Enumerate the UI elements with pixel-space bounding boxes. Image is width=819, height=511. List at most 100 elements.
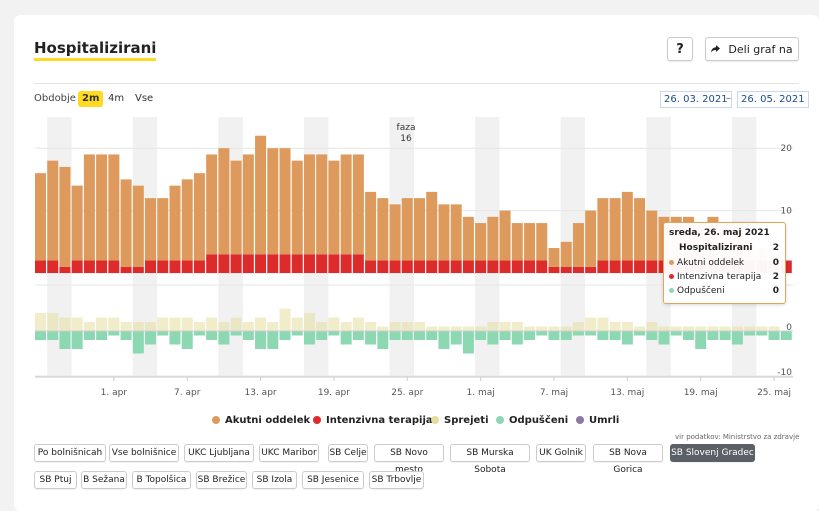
bar-acute[interactable] xyxy=(59,166,71,267)
bar-admitted[interactable] xyxy=(646,322,658,331)
bar-acute[interactable] xyxy=(560,241,572,267)
bar-discharged[interactable] xyxy=(609,331,621,340)
bar-acute[interactable] xyxy=(267,148,279,255)
filter-button[interactable]: SB Celje xyxy=(328,444,368,462)
bar-acute[interactable] xyxy=(597,198,609,261)
bar-admitted[interactable] xyxy=(426,326,438,332)
bar-acute[interactable] xyxy=(572,223,584,267)
bar-discharged[interactable] xyxy=(438,331,450,349)
bar-discharged[interactable] xyxy=(328,331,340,336)
bar-icu[interactable] xyxy=(181,260,193,273)
share-button[interactable]: Deli graf na xyxy=(705,37,799,61)
bar-acute[interactable] xyxy=(646,210,658,261)
bar-icu[interactable] xyxy=(340,254,352,273)
bar-acute[interactable] xyxy=(291,160,303,255)
bar-icu[interactable] xyxy=(462,260,474,273)
bar-discharged[interactable] xyxy=(768,331,780,340)
bar-icu[interactable] xyxy=(47,260,59,273)
bar-icu[interactable] xyxy=(267,254,279,273)
bar-discharged[interactable] xyxy=(267,331,279,349)
bar-discharged[interactable] xyxy=(536,331,548,336)
bar-icu[interactable] xyxy=(352,254,364,273)
bar-admitted[interactable] xyxy=(597,317,609,332)
period-option-4m[interactable]: 4m xyxy=(108,93,125,104)
bar-icu[interactable] xyxy=(597,260,609,273)
bar-icu[interactable] xyxy=(83,260,95,273)
legend-deceased[interactable]: Umrli xyxy=(576,414,619,428)
filter-button[interactable]: SB Jesenice xyxy=(302,471,364,489)
bar-admitted[interactable] xyxy=(511,322,523,331)
bar-admitted[interactable] xyxy=(475,326,487,332)
bar-discharged[interactable] xyxy=(120,331,132,340)
bar-admitted[interactable] xyxy=(621,322,633,331)
bar-discharged[interactable] xyxy=(560,331,572,340)
bar-acute[interactable] xyxy=(389,204,401,261)
bar-discharged[interactable] xyxy=(646,331,658,340)
bar-icu[interactable] xyxy=(193,260,205,273)
bar-admitted[interactable] xyxy=(768,326,780,332)
filter-button[interactable]: B Sežana xyxy=(81,471,127,489)
filter-button[interactable]: Po bolnišnicah xyxy=(34,444,106,462)
filter-button[interactable]: SB Izola xyxy=(252,471,297,489)
bar-admitted[interactable] xyxy=(230,317,242,332)
bar-discharged[interactable] xyxy=(414,331,426,340)
bar-discharged[interactable] xyxy=(682,331,694,340)
bar-discharged[interactable] xyxy=(352,331,364,340)
bar-acute[interactable] xyxy=(634,198,646,261)
bar-icu[interactable] xyxy=(96,260,108,273)
bar-admitted[interactable] xyxy=(35,313,47,331)
bar-acute[interactable] xyxy=(426,191,438,261)
filter-button[interactable]: SB Trbovlje xyxy=(369,471,424,489)
bar-admitted[interactable] xyxy=(83,322,95,331)
bar-icu[interactable] xyxy=(365,260,377,273)
bar-admitted[interactable] xyxy=(719,326,731,332)
bar-admitted[interactable] xyxy=(756,326,768,332)
bar-acute[interactable] xyxy=(242,154,254,255)
bar-icu[interactable] xyxy=(401,260,413,273)
bar-discharged[interactable] xyxy=(316,331,328,340)
bar-discharged[interactable] xyxy=(35,331,47,340)
bar-admitted[interactable] xyxy=(389,322,401,331)
bar-discharged[interactable] xyxy=(707,331,719,340)
bar-discharged[interactable] xyxy=(585,331,597,336)
bar-admitted[interactable] xyxy=(401,322,413,331)
bar-icu[interactable] xyxy=(524,260,536,273)
bar-acute[interactable] xyxy=(181,179,193,261)
bar-acute[interactable] xyxy=(328,160,340,255)
bar-icu[interactable] xyxy=(646,260,658,273)
bar-admitted[interactable] xyxy=(193,322,205,331)
bar-discharged[interactable] xyxy=(242,331,254,340)
bar-admitted[interactable] xyxy=(487,322,499,331)
filter-button[interactable]: SB Novo mesto xyxy=(374,444,444,475)
bar-acute[interactable] xyxy=(377,198,389,261)
bar-acute[interactable] xyxy=(83,154,95,261)
bar-admitted[interactable] xyxy=(132,322,144,331)
filter-button[interactable]: SB Brežice xyxy=(196,471,247,489)
bar-admitted[interactable] xyxy=(47,313,59,331)
bar-discharged[interactable] xyxy=(291,331,303,336)
bar-acute[interactable] xyxy=(401,198,413,261)
bar-icu[interactable] xyxy=(157,260,169,273)
bar-admitted[interactable] xyxy=(340,322,352,331)
bar-discharged[interactable] xyxy=(389,331,401,340)
bar-discharged[interactable] xyxy=(169,331,181,345)
bar-admitted[interactable] xyxy=(145,322,157,331)
bar-admitted[interactable] xyxy=(707,326,719,332)
bar-discharged[interactable] xyxy=(548,331,560,340)
bar-icu[interactable] xyxy=(621,260,633,273)
bar-discharged[interactable] xyxy=(731,331,743,345)
bar-icu[interactable] xyxy=(487,260,499,273)
bar-discharged[interactable] xyxy=(450,331,462,345)
bar-icu[interactable] xyxy=(303,254,315,273)
bar-icu[interactable] xyxy=(499,260,511,273)
bar-discharged[interactable] xyxy=(511,331,523,345)
bar-acute[interactable] xyxy=(462,216,474,261)
bar-admitted[interactable] xyxy=(71,317,83,332)
bar-admitted[interactable] xyxy=(658,326,670,332)
bar-discharged[interactable] xyxy=(193,331,205,336)
bar-admitted[interactable] xyxy=(108,317,120,332)
bar-icu[interactable] xyxy=(438,260,450,273)
bar-admitted[interactable] xyxy=(585,317,597,332)
bar-discharged[interactable] xyxy=(145,331,157,345)
bar-acute[interactable] xyxy=(340,154,352,255)
